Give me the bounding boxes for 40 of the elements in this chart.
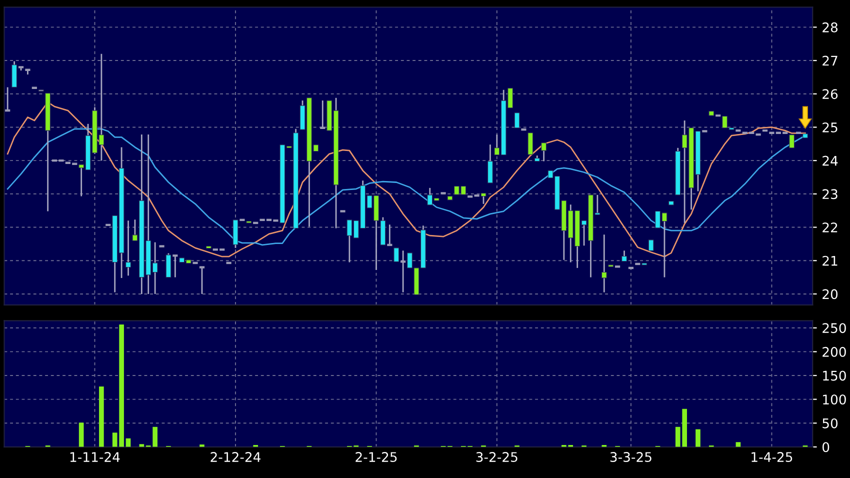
candlestick (648, 239, 654, 252)
candlestick (394, 247, 400, 262)
x-tick-label: 3-3-25 (610, 452, 652, 462)
candlestick (601, 234, 607, 293)
candlestick (4, 86, 12, 112)
x-tick-label: 2-1-25 (356, 452, 397, 462)
y-tick-label: 23 (822, 189, 838, 200)
candlestick (541, 142, 547, 162)
y-tick-label: 24 (822, 156, 838, 166)
candlestick (480, 192, 486, 205)
y-tick-label: 28 (822, 22, 838, 32)
y-tick-label: 22 (822, 222, 838, 232)
candlestick (789, 134, 795, 149)
bar (99, 386, 104, 447)
bar (78, 422, 84, 447)
y-tick-label: 20 (822, 289, 838, 300)
y-tick-label: 27 (822, 56, 838, 66)
candlestick (166, 252, 172, 278)
y-tick-label: 100 (823, 394, 846, 405)
x-tick-label: 2-12-24 (210, 452, 261, 462)
candlestick (488, 144, 493, 184)
y-tick-label: 200 (822, 346, 846, 357)
candlestick (12, 60, 17, 88)
y-tick-label: 21 (822, 256, 838, 266)
bar (696, 429, 700, 447)
line-series (6, 102, 806, 258)
y-tick-label: 0 (822, 442, 830, 452)
bar (139, 444, 144, 447)
y-tick-label: 250 (822, 323, 846, 334)
candlestick (514, 112, 520, 129)
candlestick (528, 132, 534, 156)
y-tick-label: 26 (822, 89, 838, 100)
candlestick (622, 250, 627, 262)
x-tick-label: 3-2-25 (476, 452, 518, 462)
y-tick-label: 150 (823, 370, 846, 381)
y-tick-label: 50 (822, 418, 838, 428)
y-tick-label: 25 (822, 122, 838, 132)
x-tick-label: 1-4-25 (752, 452, 792, 462)
candlestick (126, 220, 131, 276)
x-tick-label: 1-11-24 (70, 452, 120, 462)
